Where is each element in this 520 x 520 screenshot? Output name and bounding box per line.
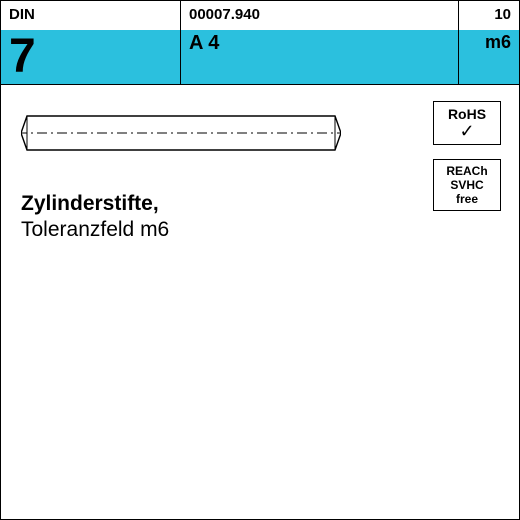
title-block: Zylinderstifte, Toleranzfeld m6 [21,192,499,242]
tolerance-code: m6 [459,30,519,84]
reach-line-2: SVHC [436,178,498,192]
spec-sheet: DIN 00007.940 10 7 A 4 m6 Zylinderstifte… [0,0,520,520]
compliance-badges: RoHS ✓ REACh SVHC free [433,101,501,225]
title-line-1: Zylinderstifte, [21,192,499,216]
cylinder-pin-drawing [21,113,341,153]
header-table: DIN 00007.940 10 7 A 4 m6 [1,1,519,85]
title-line-2: Toleranzfeld m6 [21,218,499,242]
product-code: 00007.940 [181,1,459,30]
header-ten: 10 [459,1,519,30]
rohs-check-icon: ✓ [436,122,498,140]
rohs-label: RoHS [436,106,498,122]
din-number: 7 [1,30,181,84]
material-grade: A 4 [181,30,459,84]
reach-line-1: REACh [436,164,498,178]
header-row-main: 7 A 4 m6 [1,30,519,84]
reach-line-3: free [436,192,498,206]
din-label: DIN [1,1,181,30]
header-row-top: DIN 00007.940 10 [1,1,519,30]
rohs-badge: RoHS ✓ [433,101,501,145]
reach-badge: REACh SVHC free [433,159,501,211]
